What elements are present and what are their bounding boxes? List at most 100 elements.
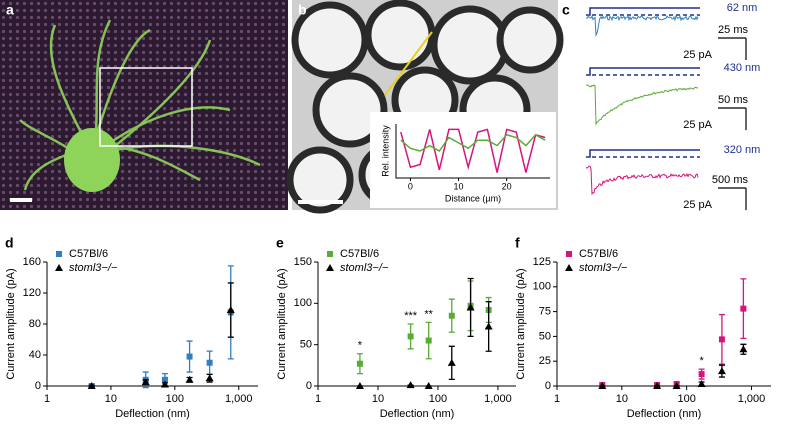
deflection-label: 430 nm	[724, 62, 761, 74]
time-scale-label: 50 ms	[718, 94, 748, 106]
legend-label: C57Bl/6	[69, 248, 108, 260]
current-trace	[585, 14, 699, 38]
marker	[161, 376, 168, 383]
marker	[653, 382, 662, 389]
y-tick-label: 0	[545, 380, 551, 392]
marker	[55, 264, 63, 271]
axis	[556, 262, 771, 387]
x-tick-label: 0	[408, 181, 413, 191]
x-tick-label: 10	[105, 393, 117, 405]
x-tick-label: 1	[315, 393, 321, 405]
panel-label: f	[515, 235, 520, 251]
x-tick-label: 1,000	[484, 393, 512, 405]
current-scale-label: 25 pA	[683, 199, 712, 211]
y-axis-label: Current amplitude (pA)	[5, 268, 17, 379]
legend-label: C57Bl/6	[340, 248, 379, 260]
x-tick-label: 100	[429, 393, 447, 405]
legend-label: C57Bl/6	[579, 248, 618, 260]
marker	[740, 305, 747, 312]
panel-label: d	[5, 235, 14, 251]
marker	[448, 312, 455, 319]
axis	[317, 262, 516, 387]
marker	[160, 380, 169, 388]
marker	[226, 306, 235, 314]
x-tick-label: 20	[502, 181, 512, 191]
x-axis-label: Distance (µm)	[445, 193, 501, 203]
y-tick-label: 50	[539, 330, 551, 342]
current-trace	[585, 165, 699, 195]
y-tick-label: 25	[539, 355, 551, 367]
y-tick-label: 40	[29, 349, 41, 361]
traces-c	[585, 7, 747, 210]
marker	[206, 359, 213, 366]
marker	[406, 381, 415, 389]
current-scale-label: 25 pA	[683, 49, 712, 61]
stimulus	[586, 149, 700, 158]
y-tick-label: 50	[300, 339, 312, 351]
y-tick-label: 0	[35, 380, 41, 392]
current-scale-label: 25 pA	[683, 119, 712, 131]
y-axis-label: Rel. intensity	[380, 125, 390, 177]
marker	[697, 380, 706, 388]
marker	[424, 382, 433, 389]
y-axis-label: Current amplitude (pA)	[276, 268, 288, 379]
marker	[56, 251, 62, 257]
x-axis-label: Deflection (nm)	[115, 408, 190, 420]
y-tick-label: 0	[306, 380, 312, 392]
panel-label: c	[562, 2, 570, 18]
marker	[672, 382, 681, 389]
stimulus	[586, 7, 700, 16]
x-tick-label: 10	[616, 393, 628, 405]
marker	[87, 382, 96, 389]
y-axis-label: Current amplitude (pA)	[515, 268, 527, 379]
axis	[46, 262, 258, 387]
marker	[185, 375, 194, 383]
y-tick-label: 160	[23, 256, 41, 268]
significance: *	[699, 355, 704, 367]
x-tick-label: 10	[454, 181, 464, 191]
y-tick-label: 75	[539, 306, 551, 318]
marker	[326, 264, 334, 271]
y-tick-label: 120	[23, 287, 41, 299]
time-scale-label: 25 ms	[718, 24, 748, 36]
marker	[425, 337, 432, 344]
marker	[186, 353, 193, 360]
marker	[356, 360, 363, 367]
x-tick-label: 1	[44, 393, 50, 405]
x-tick-label: 100	[677, 393, 695, 405]
current-trace	[585, 84, 699, 126]
significance: *	[358, 340, 363, 352]
y-tick-label: 125	[533, 256, 551, 268]
legend-label: stoml3−/−	[340, 262, 389, 274]
marker	[739, 345, 748, 353]
marker	[327, 251, 333, 257]
legend-label: stoml3−/−	[579, 262, 628, 274]
legend-label: stoml3−/−	[69, 262, 118, 274]
panel-label: b	[298, 2, 307, 18]
marker	[484, 322, 493, 330]
marker	[447, 358, 456, 366]
marker	[355, 382, 364, 389]
axis	[395, 124, 550, 179]
marker	[717, 367, 726, 375]
x-axis-label: Deflection (nm)	[380, 408, 455, 420]
time-scale-label: 500 ms	[712, 174, 749, 186]
line	[400, 128, 546, 173]
marker	[466, 303, 475, 311]
micrograph-a	[0, 0, 288, 210]
y-tick-label: 100	[294, 297, 312, 309]
panel-label: a	[6, 2, 14, 18]
line	[400, 133, 546, 152]
deflection-label: 62 nm	[727, 2, 758, 14]
x-axis-label: Deflection (nm)	[627, 408, 702, 420]
stimulus	[586, 67, 700, 76]
x-tick-label: 1	[554, 393, 560, 405]
x-tick-label: 1,000	[738, 393, 766, 405]
y-tick-label: 80	[29, 318, 41, 330]
marker	[141, 378, 150, 386]
significance: **	[424, 308, 433, 320]
deflection-label: 320 nm	[724, 144, 761, 156]
y-tick-label: 100	[533, 281, 551, 293]
y-tick-label: 150	[294, 256, 312, 268]
